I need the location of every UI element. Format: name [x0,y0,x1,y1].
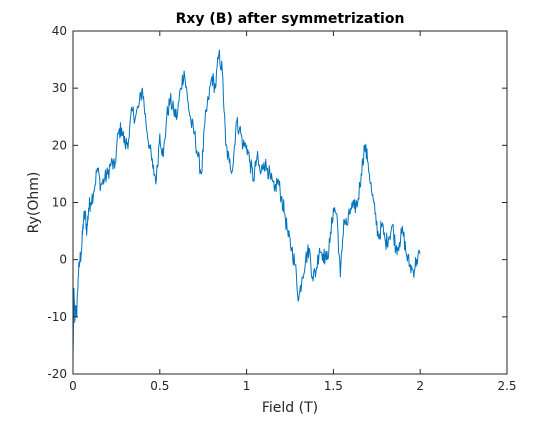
y-tick-label: -10 [47,310,67,324]
y-tick-label: 0 [59,253,67,267]
chart-title: Rxy (B) after symmetrization [176,11,405,27]
x-tick-label: 2 [416,379,424,393]
x-tick-label: 0.5 [150,379,169,393]
x-tick-label: 1 [243,379,251,393]
series-line [72,49,421,363]
x-axis-label: Field (T) [262,400,318,416]
y-tick-label: 20 [52,138,67,152]
axis-layer: 0 0.5 1 1.5 2 2.5 -20 -10 0 10 20 30 40 [47,24,516,393]
y-axis-label: Ry(Ohm) [26,172,42,234]
x-tick-label: 1.5 [324,379,343,393]
x-tick-label: 0 [69,379,77,393]
series-layer [72,49,421,363]
y-tick-label: 30 [52,81,67,95]
y-tick-label: 10 [52,196,67,210]
plot-area [73,31,507,374]
x-tick-label: 2.5 [497,379,516,393]
y-tick-label: -20 [47,367,67,381]
y-tick-label: 40 [52,24,67,38]
